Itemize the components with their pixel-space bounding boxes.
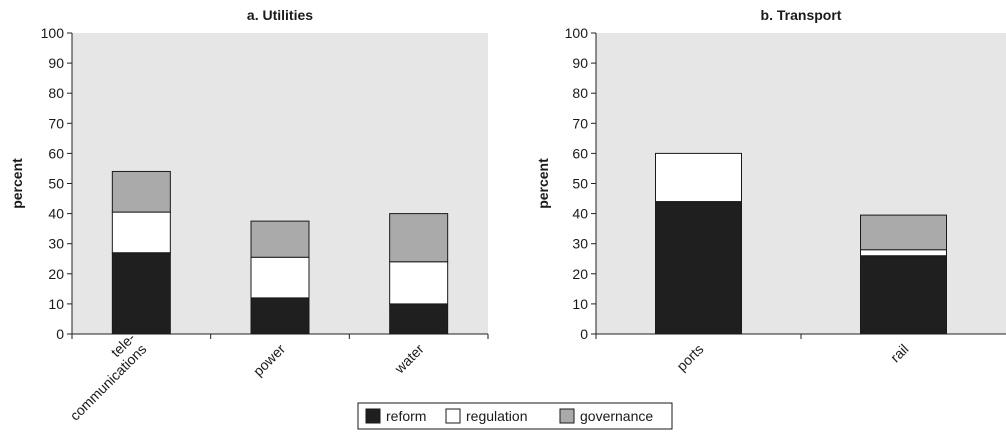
bar-segment-reform bbox=[655, 201, 742, 335]
legend-box bbox=[357, 402, 673, 430]
legend-label-regulation: regulation bbox=[466, 408, 528, 424]
chart-panel-2: b. Transport 0 10 20 30 40 50 60 70 80 90 100 percen… bbox=[535, 7, 1006, 374]
x-tick-label: power bbox=[250, 341, 289, 380]
bar-segment-governance bbox=[111, 170, 171, 213]
x-tick-label: ports bbox=[673, 341, 706, 374]
y-tick-label: 90 bbox=[48, 55, 64, 71]
chart-title: b. Transport bbox=[761, 7, 842, 23]
y-tick-label: 60 bbox=[572, 145, 588, 161]
y-tick-label: 70 bbox=[48, 115, 64, 131]
y-tick-label: 80 bbox=[48, 85, 64, 101]
bar-segment-regulation bbox=[860, 249, 947, 257]
bar-segment-governance bbox=[389, 213, 449, 263]
legend-label-reform: reform bbox=[386, 408, 426, 424]
bar-segment-regulation bbox=[111, 211, 171, 254]
bar-segment-reform bbox=[860, 255, 947, 335]
y-tick-label: 90 bbox=[572, 55, 588, 71]
y-tick-label: 10 bbox=[572, 296, 588, 312]
bar-segment-governance bbox=[860, 214, 947, 251]
bar-segment-governance bbox=[250, 220, 310, 258]
y-tick-label: 20 bbox=[48, 266, 64, 282]
bar-segment-regulation bbox=[389, 261, 449, 305]
y-axis-title: percent bbox=[535, 158, 551, 209]
y-tick-label: 80 bbox=[572, 85, 588, 101]
legend-swatch-regulation bbox=[445, 408, 461, 424]
y-tick-label: 40 bbox=[572, 206, 588, 222]
x-tick-label: water bbox=[391, 341, 427, 377]
legend: reform regulation governance bbox=[357, 402, 673, 430]
bar-segment-reform bbox=[389, 303, 449, 335]
legend-swatch-governance bbox=[559, 408, 575, 424]
chart-title: a. Utilities bbox=[247, 7, 313, 23]
y-tick-label: 30 bbox=[48, 236, 64, 252]
y-tick-label: 20 bbox=[572, 266, 588, 282]
legend-label-governance: governance bbox=[580, 408, 653, 424]
y-tick-label: 60 bbox=[48, 145, 64, 161]
y-axis-title: percent bbox=[9, 158, 25, 209]
y-tick-label: 30 bbox=[572, 236, 588, 252]
x-tick-label: tele-communications bbox=[55, 329, 149, 423]
y-tick-label: 40 bbox=[48, 206, 64, 222]
chart-panel-1: a. Utilities 0 10 20 30 40 50 60 70 80 90 100 percen… bbox=[9, 7, 489, 424]
x-tick-label: rail bbox=[887, 341, 912, 366]
y-tick-label: 100 bbox=[41, 25, 65, 41]
bar-segment-reform bbox=[111, 252, 171, 335]
y-tick-label: 50 bbox=[48, 176, 64, 192]
y-tick-label: 0 bbox=[580, 326, 588, 342]
y-tick-label: 50 bbox=[572, 176, 588, 192]
bar-segment-regulation bbox=[250, 256, 310, 299]
y-tick-label: 100 bbox=[565, 25, 589, 41]
bar-segment-regulation bbox=[655, 152, 742, 203]
y-tick-label: 70 bbox=[572, 115, 588, 131]
y-tick-label: 0 bbox=[56, 326, 64, 342]
y-tick-label: 10 bbox=[48, 296, 64, 312]
legend-swatch-reform bbox=[365, 408, 381, 424]
bar-segment-reform bbox=[250, 297, 310, 335]
